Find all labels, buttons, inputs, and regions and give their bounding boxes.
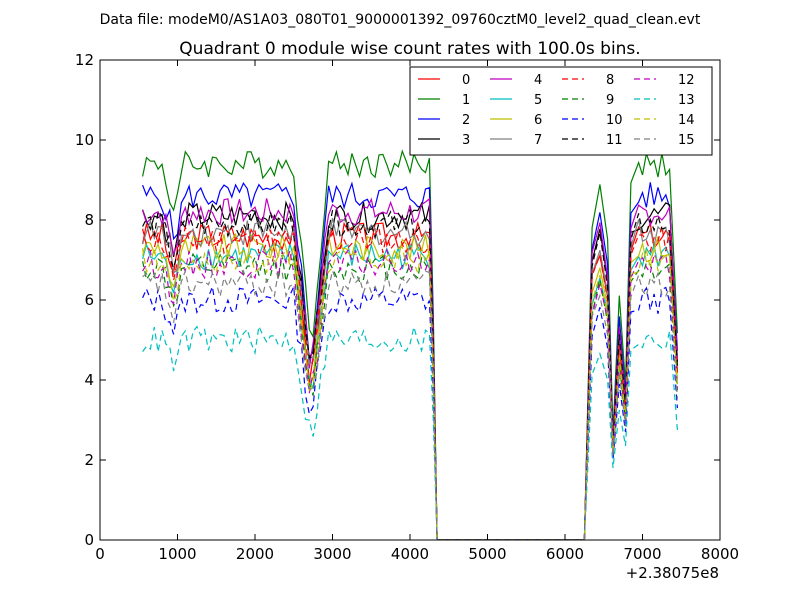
chart-suptitle: Data file: modeM0/AS1A03_080T01_90000013… (100, 12, 701, 28)
legend-label-9: 9 (606, 93, 614, 108)
series-line-13 (142, 324, 678, 540)
x-tick-label: 2000 (236, 545, 274, 563)
legend-label-10: 10 (606, 113, 623, 128)
series-line-9 (142, 252, 678, 540)
series-line-4 (142, 197, 678, 540)
x-tick-label: 7000 (623, 545, 661, 563)
series-line-2 (142, 181, 678, 540)
legend-label-1: 1 (462, 93, 470, 108)
y-tick-label: 0 (84, 531, 94, 549)
legend-label-2: 2 (462, 113, 470, 128)
x-tick-label: 8000 (701, 545, 739, 563)
legend-label-3: 3 (462, 133, 470, 148)
series-line-6 (142, 232, 678, 540)
legend-label-0: 0 (462, 73, 470, 88)
legend-label-4: 4 (534, 73, 542, 88)
x-offset-label: +2.38075e8 (626, 564, 719, 582)
legend-label-7: 7 (534, 133, 542, 148)
y-tick-label: 8 (84, 211, 94, 229)
series-line-0 (142, 220, 678, 540)
series-line-3 (142, 200, 678, 540)
x-tick-label: 0 (95, 545, 105, 563)
x-tick-label: 4000 (391, 545, 429, 563)
legend-label-8: 8 (606, 73, 614, 88)
y-tick-label: 6 (84, 291, 94, 309)
legend-label-13: 13 (678, 93, 695, 108)
x-tick-label: 5000 (468, 545, 506, 563)
legend-label-12: 12 (678, 73, 695, 88)
series-line-15 (142, 268, 678, 540)
series-line-14 (142, 245, 678, 540)
x-tick-label: 6000 (546, 545, 584, 563)
series-line-11 (142, 208, 678, 540)
legend-label-14: 14 (678, 113, 695, 128)
series-line-12 (142, 248, 678, 540)
y-tick-label: 2 (84, 451, 94, 469)
x-tick-label: 3000 (313, 545, 351, 563)
y-tick-label: 4 (84, 371, 94, 389)
series-line-7 (142, 217, 678, 540)
x-tick-label: 1000 (158, 545, 196, 563)
series-line-5 (142, 241, 678, 540)
legend-label-15: 15 (678, 133, 695, 148)
series-line-10 (142, 284, 678, 540)
series-line-8 (142, 225, 678, 540)
legend-label-6: 6 (534, 113, 542, 128)
y-tick-label: 10 (75, 131, 94, 149)
legend-box (409, 66, 713, 156)
legend-label-11: 11 (606, 133, 623, 148)
chart-title: Quadrant 0 module wise count rates with … (179, 39, 640, 59)
legend-label-5: 5 (534, 93, 542, 108)
y-tick-label: 12 (75, 51, 94, 69)
series-line-1 (142, 149, 678, 540)
